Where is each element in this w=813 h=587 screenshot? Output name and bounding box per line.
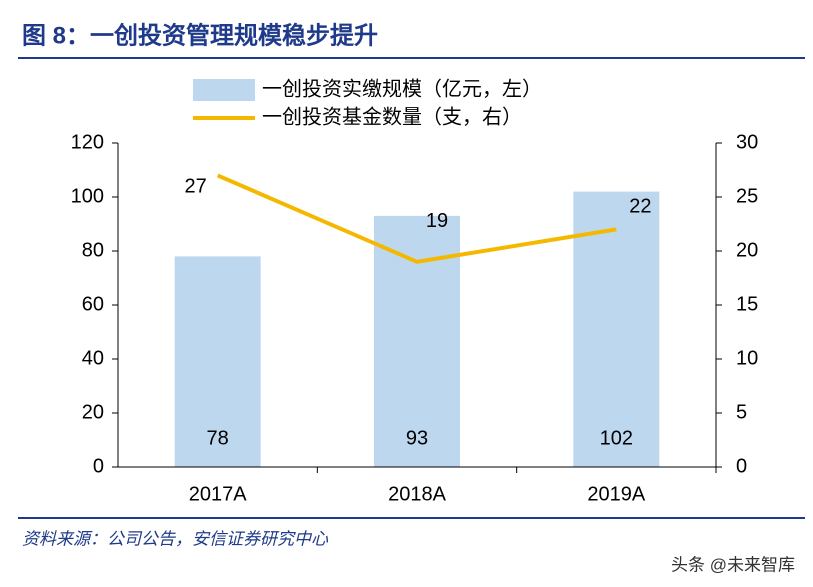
y2-tick-label: 0 [736, 455, 747, 477]
chart-title: 图 8：一创投资管理规模稳步提升 [22, 21, 378, 49]
bar-value-label: 93 [406, 427, 428, 449]
bar [573, 191, 660, 467]
y2-tick-label: 5 [736, 401, 747, 423]
legend-swatch [193, 79, 255, 101]
bar [174, 256, 261, 467]
bar-value-label: 102 [600, 427, 633, 449]
line-value-label: 22 [629, 196, 651, 218]
source: 资料来源：公司公告，安信证券研究中心 [22, 529, 329, 548]
y2-tick-label: 15 [736, 293, 758, 315]
watermark: 头条 @未来智库 [671, 555, 795, 574]
legend-label: 一创投资实缴规模（亿元，左） [262, 77, 542, 100]
legend-label: 一创投资基金数量（支，右） [262, 105, 522, 128]
y-tick-label: 60 [82, 293, 104, 315]
line-series [216, 173, 617, 264]
y-tick-label: 40 [82, 347, 104, 369]
y-tick-label: 120 [71, 131, 104, 153]
y2-tick-label: 10 [736, 347, 758, 369]
line-value-label: 19 [426, 210, 448, 232]
y2-tick-label: 25 [736, 185, 758, 207]
x-tick-label: 2018A [388, 483, 446, 505]
x-tick-label: 2017A [189, 483, 247, 505]
y-tick-label: 0 [93, 455, 104, 477]
y2-tick-label: 20 [736, 239, 758, 261]
bar-value-label: 78 [207, 427, 229, 449]
y-tick-label: 80 [82, 239, 104, 261]
y-tick-label: 20 [82, 401, 104, 423]
y-tick-label: 100 [71, 185, 104, 207]
x-tick-label: 2019A [587, 483, 645, 505]
y2-tick-label: 30 [736, 131, 758, 153]
line-value-label: 27 [185, 176, 207, 198]
